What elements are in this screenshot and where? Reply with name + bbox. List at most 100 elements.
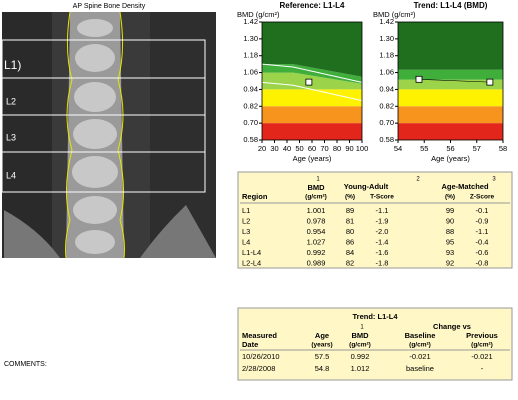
cell: 90: [446, 216, 454, 225]
region-label: L3: [6, 132, 16, 142]
header: Young-Adult: [344, 182, 389, 191]
header: (g/cm²): [349, 342, 371, 349]
band: [398, 106, 503, 124]
reference-curve: [261, 81, 363, 102]
cell: 54.8: [315, 364, 330, 373]
cell: 0.989: [307, 258, 326, 267]
header: BMD: [351, 331, 369, 340]
y-tick-label: 0.58: [379, 135, 394, 144]
cell: -0.9: [476, 216, 489, 225]
cell: -0.021: [471, 352, 492, 361]
header: Baseline: [405, 331, 436, 340]
band: [398, 89, 503, 107]
cell: 86: [346, 237, 354, 246]
cell: L2: [242, 216, 250, 225]
x-tick-label: 60: [308, 144, 316, 153]
header: Age: [315, 331, 329, 340]
cell: 2/28/2008: [242, 364, 275, 373]
cell: 1.012: [351, 364, 370, 373]
cell: -0.8: [476, 258, 489, 267]
header: (g/cm²): [305, 194, 327, 201]
cell: -0.021: [409, 352, 430, 361]
region-label: L2: [6, 96, 16, 106]
x-tick-label: 100: [356, 144, 369, 153]
cell: L4: [242, 237, 250, 246]
y-tick-label: 0.58: [243, 135, 258, 144]
cell: 92: [446, 258, 454, 267]
header: Region: [242, 192, 268, 201]
region-label: L4: [6, 170, 16, 180]
x-tick-label: 55: [420, 144, 428, 153]
x-tick-label: 70: [320, 144, 328, 153]
header: (g/cm²): [409, 342, 431, 349]
band: [398, 79, 503, 90]
band: [398, 69, 503, 80]
cell: 93: [446, 248, 454, 257]
y-tick-label: 0.70: [243, 118, 258, 127]
cell: -0.1: [476, 206, 489, 215]
y-tick-label: 1.06: [243, 68, 258, 77]
y-tick-label: 1.42: [379, 17, 394, 26]
cell: -1.6: [376, 248, 389, 257]
cell: 1.001: [307, 206, 326, 215]
cell: -1.1: [376, 206, 389, 215]
band: [262, 64, 362, 84]
y-tick-label: 1.30: [243, 34, 258, 43]
x-tick-label: 90: [345, 144, 353, 153]
cell: 80: [346, 227, 354, 236]
cell: L1: [242, 206, 250, 215]
band: [262, 89, 362, 107]
x-tick-label: 50: [295, 144, 303, 153]
y-tick-label: 0.70: [379, 118, 394, 127]
cell: 89: [346, 206, 354, 215]
header: Age-Matched: [441, 182, 489, 191]
band: [262, 106, 362, 124]
x-tick-label: 30: [270, 144, 278, 153]
header: (g/cm²): [471, 342, 493, 349]
cell: 0.992: [307, 248, 326, 257]
header: BMD: [307, 183, 325, 192]
band: [262, 123, 362, 140]
y-tick-label: 1.18: [243, 51, 258, 60]
cell: -1.9: [376, 216, 389, 225]
header: Z-Score: [470, 194, 495, 201]
cell: -1.8: [376, 258, 389, 267]
cell: 99: [446, 206, 454, 215]
band: [398, 123, 503, 140]
region-boxes: [1, 39, 206, 193]
cell: baseline: [406, 364, 434, 373]
table-title: Trend: L1-L4: [352, 312, 398, 321]
cell: 95: [446, 237, 454, 246]
y-tick-label: 0.82: [379, 101, 394, 110]
outline: [117, 11, 125, 259]
cell: 10/26/2010: [242, 352, 280, 361]
marker: [305, 78, 313, 86]
header: T-Score: [370, 194, 394, 201]
cell: 81: [346, 216, 354, 225]
comments: COMMENTS:: [4, 361, 47, 368]
header: Date: [242, 340, 258, 349]
cell: 0.978: [307, 216, 326, 225]
cell: L3: [242, 227, 250, 236]
cell: -: [481, 364, 484, 373]
header: Previous: [466, 331, 498, 340]
header: Measured: [242, 331, 277, 340]
header: (%): [345, 194, 355, 201]
cell: 1.027: [307, 237, 326, 246]
table-box: [237, 307, 513, 381]
x-tick-label: 58: [499, 144, 507, 153]
y-tick-label: 0.94: [379, 84, 394, 93]
table-box: [237, 171, 513, 269]
cell: 57.5: [315, 352, 330, 361]
x-tick-label: 40: [283, 144, 291, 153]
x-tick-label: 54: [394, 144, 402, 153]
trend-line: [418, 79, 490, 83]
y-tick-label: 1.18: [379, 51, 394, 60]
x-tick-label: 20: [258, 144, 266, 153]
cell: 84: [346, 248, 354, 257]
x-axis-label: Age (years): [293, 154, 332, 163]
x-tick-label: 80: [333, 144, 341, 153]
y-tick-label: 1.42: [243, 17, 258, 26]
